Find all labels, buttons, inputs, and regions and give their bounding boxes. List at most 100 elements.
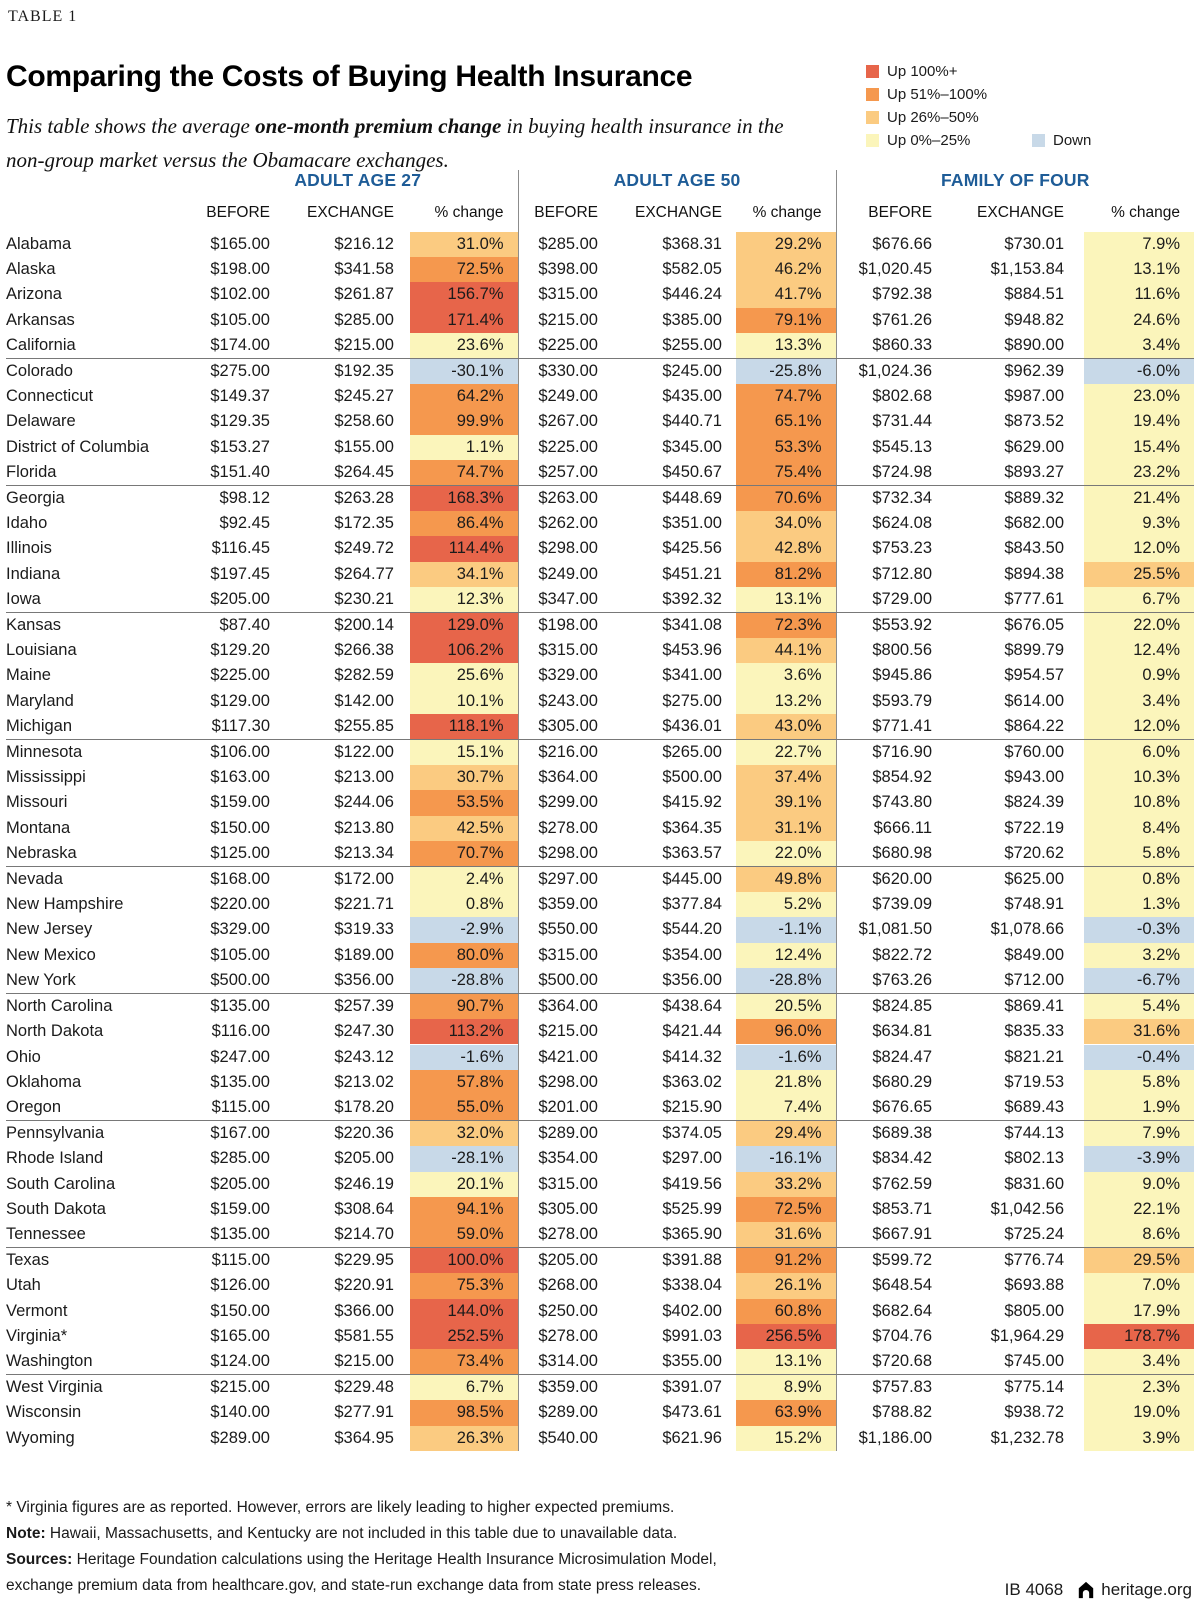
pct-change-value: 39.1% [736, 790, 836, 816]
note-label: Note: [6, 1525, 46, 1542]
table-row: Oklahoma $135.00 $213.02 57.8% $298.00 $363.0… [6, 1069, 1195, 1095]
before-value: $364.00 [538, 768, 598, 787]
pct-change-value: -1.6% [736, 1044, 836, 1070]
pct-change-value: 98.5% [410, 1400, 518, 1426]
pct-change-value: 70.6% [736, 486, 836, 512]
pct-change-value: 3.4% [1084, 332, 1195, 358]
pct-change-value: -3.9% [1084, 1146, 1195, 1172]
pct-change-value: 15.1% [410, 740, 518, 766]
exchange-value: $261.87 [334, 285, 394, 304]
table-body: Alabama $165.00 $216.12 31.0% $285.00 $368.31… [6, 232, 1195, 1451]
pct-change-cell: 1.9% [1064, 1094, 1195, 1122]
before-value: $125.00 [198, 840, 270, 868]
exchange-value: $1,042.56 [990, 1199, 1065, 1218]
before-value: $792.38 [872, 285, 933, 304]
exchange-value: $893.27 [932, 459, 1065, 487]
pct-change-cell: 39.1% [722, 790, 837, 816]
before-value: $314.00 [518, 1348, 598, 1376]
pct-change-cell: 60.8% [722, 1298, 837, 1324]
pct-change-cell: -1.6% [394, 1044, 519, 1070]
table-row: Rhode Island $285.00 $205.00 -28.1% $354.00 $… [6, 1146, 1195, 1172]
exchange-value: $448.69 [662, 489, 722, 508]
before-value: $129.35 [210, 412, 270, 431]
pct-change-value: -6.0% [1084, 359, 1195, 385]
exchange-value: $215.00 [270, 1348, 394, 1376]
state-name: New Mexico [6, 945, 96, 964]
pct-change-cell: 49.8% [722, 866, 837, 893]
footnotes: * Virginia figures are as reported. Howe… [6, 1495, 846, 1599]
exchange-value: $266.38 [334, 641, 394, 660]
before-value: $716.90 [872, 743, 933, 762]
table-row: Texas $115.00 $229.95 100.0% $205.00 $391.88 9… [6, 1247, 1195, 1274]
before-value: $135.00 [198, 1221, 270, 1249]
pct-change-cell: 6.0% [1064, 740, 1195, 766]
pct-change-value: 3.4% [1084, 1348, 1195, 1375]
table-row: California $174.00 $215.00 23.6% $225.00 $255… [6, 332, 1195, 360]
exchange-value: $748.91 [1004, 895, 1065, 914]
pct-change-value: 34.1% [410, 561, 518, 587]
exchange-value: $377.84 [662, 895, 722, 914]
pct-change-cell: 63.9% [722, 1400, 837, 1426]
table-row: Ohio $247.00 $243.12 -1.6% $421.00 $414.32 -1.… [6, 1044, 1195, 1070]
table-row: Arizona $102.00 $261.87 156.7% $315.00 $446.2… [6, 282, 1195, 308]
exchange-value: $436.01 [598, 713, 722, 741]
pct-change-value: 64.2% [410, 384, 518, 410]
legend-item-up-51-100: Up 51%–100% [866, 83, 987, 106]
pct-change-cell: 10.3% [1064, 765, 1195, 791]
pct-change-cell: -30.1% [394, 358, 519, 385]
pct-change-value: 8.9% [736, 1375, 836, 1401]
pct-change-cell: 118.1% [394, 713, 519, 741]
before-value: $216.00 [538, 743, 598, 762]
pct-change-cell: 21.4% [1064, 486, 1195, 512]
before-value: $150.00 [210, 818, 270, 837]
exchange-value: $473.61 [662, 1403, 722, 1422]
pct-change-cell: 43.0% [722, 713, 837, 741]
before-value: $153.27 [210, 437, 270, 456]
exchange-value: $525.99 [662, 1199, 722, 1218]
pct-change-value: 99.9% [410, 409, 518, 435]
exchange-value: $155.00 [334, 437, 394, 456]
pct-change-value: 24.6% [1084, 307, 1195, 333]
pct-change-value: 17.9% [1084, 1298, 1195, 1324]
exchange-value: $621.96 [662, 1428, 722, 1447]
pct-change-cell: 1.1% [394, 434, 519, 460]
pct-change-cell: 15.2% [722, 1425, 837, 1451]
pct-change-value: 49.8% [736, 867, 836, 893]
pct-change-cell: 31.0% [394, 232, 519, 258]
before-value: $853.71 [872, 1199, 933, 1218]
pct-change-value: 70.7% [410, 840, 518, 867]
table-row: Pennsylvania $167.00 $220.36 32.0% $289.00 $3… [6, 1120, 1195, 1147]
pct-change-cell: 73.4% [394, 1348, 519, 1376]
legend-label: Up 51%–100% [887, 86, 988, 103]
pct-change-cell: 31.1% [722, 815, 837, 841]
exchange-value: $356.00 [270, 967, 394, 995]
exchange-value: $1,964.29 [990, 1326, 1065, 1345]
table-row: Nevada $168.00 $172.00 2.4% $297.00 $445.00 49… [6, 866, 1195, 893]
pct-change-cell: 19.0% [1064, 1400, 1195, 1426]
pct-change-value: 3.2% [1084, 942, 1195, 968]
before-value: $289.00 [210, 1428, 270, 1447]
exchange-value: $777.61 [932, 586, 1065, 614]
exchange-value: $835.33 [1004, 1022, 1065, 1041]
before-value: $731.44 [872, 412, 933, 431]
exchange-value: $899.79 [1004, 641, 1065, 660]
state-name: Delaware [6, 412, 76, 431]
legend-swatch-up-26-50-icon [866, 111, 879, 124]
pct-change-value: 3.9% [1084, 1425, 1195, 1451]
exchange-value: $1,153.84 [990, 260, 1065, 279]
pct-change-value: 7.0% [1084, 1273, 1195, 1299]
exchange-value: $277.91 [334, 1403, 394, 1422]
before-value: $315.00 [538, 945, 598, 964]
pct-change-cell: 12.4% [722, 942, 837, 968]
before-value: $249.00 [538, 387, 598, 406]
exchange-value: $987.00 [1004, 387, 1065, 406]
exchange-value: $258.60 [334, 412, 394, 431]
pct-change-cell: -1.6% [722, 1044, 837, 1070]
exchange-value: $720.62 [932, 840, 1065, 868]
state-column-header [6, 204, 198, 232]
state-name: Virginia* [6, 1326, 68, 1345]
before-value: $225.00 [210, 666, 270, 685]
before-value: $834.42 [872, 1149, 933, 1168]
before-value: $289.00 [538, 1124, 598, 1143]
exchange-value: $364.95 [334, 1428, 394, 1447]
